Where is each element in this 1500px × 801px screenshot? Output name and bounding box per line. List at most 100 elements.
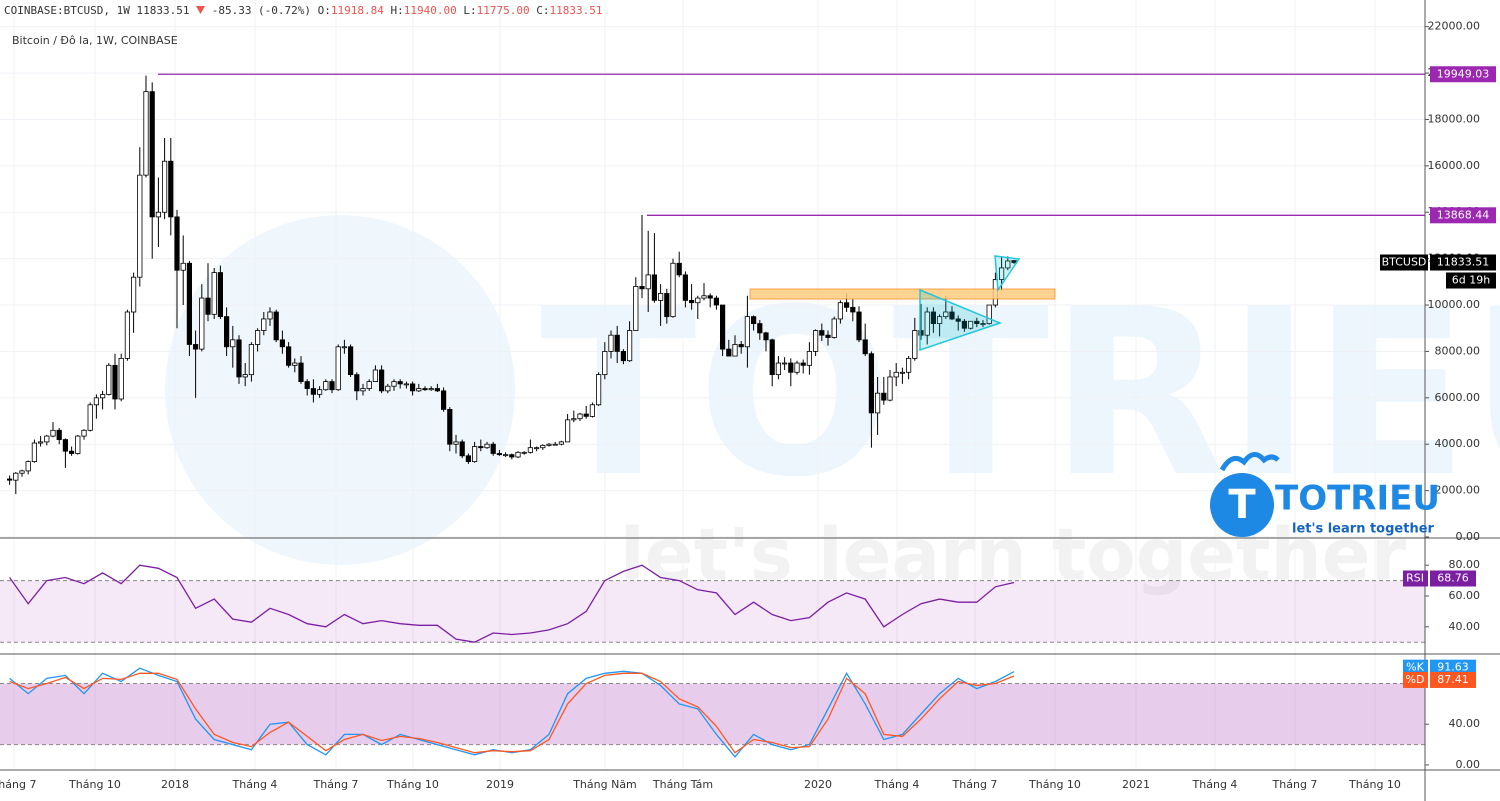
candle-body [763,332,769,341]
indicator-line [9,672,1015,754]
candle-body [56,429,62,440]
price-badge-label: 19949.03 [1437,67,1490,80]
candle-body [93,397,99,406]
candle-body [50,429,56,437]
candle-body [502,454,509,457]
candle-body [589,404,596,417]
candle-body [881,392,887,401]
candle-body [682,274,689,301]
y-tick-label: 0.00 [1456,530,1481,543]
candle-body [38,441,44,444]
candle-body [999,267,1005,280]
indicator-value: 91.63 [1437,661,1469,674]
x-tick-label: Tháng 4 [1192,778,1238,791]
ohlc-key: H: [390,4,404,17]
candle-body [360,388,366,392]
candle-body [416,388,422,392]
candle-body [409,383,416,392]
candle-body [639,286,645,290]
candle-body [69,450,75,454]
candle-body [7,478,13,481]
candle-body [100,394,106,399]
logo: T TOTRIEU let's learn together [1210,452,1440,537]
candle-body [930,311,937,324]
logo-circle [1210,473,1274,537]
candle-body [130,276,137,313]
candle-body [199,297,205,350]
candle-body [428,388,434,391]
x-tick-label: Tháng 4 [874,778,920,791]
candle-body [713,297,720,306]
candle-body [1005,260,1011,269]
candle-body [230,339,236,348]
candle-body [906,357,912,373]
candle-body [720,304,726,350]
candle-body [434,388,441,392]
x-tick-label: Tháng 10 [1348,778,1401,791]
candle-body [13,472,19,481]
candle-body [924,311,930,336]
indicator-band [0,580,1425,643]
candle-body [986,304,992,324]
triangle-pattern [919,288,1003,352]
candle-body [223,316,230,348]
y-tick-label: 22000.00 [1428,20,1481,33]
indicator-line [9,667,1015,758]
y-tick-label: 40.00 [1449,620,1481,633]
x-tick-label: 2019 [486,778,514,791]
y-tick-label: 10000.00 [1428,298,1481,311]
symbol: COINBASE:BTCUSD, 1W [4,4,130,17]
candle-body [236,339,242,378]
candle-body [19,470,25,474]
last-price: 11833.51 [136,4,190,17]
candle-body [267,311,273,320]
x-tick-label: Tháng 7 [313,778,359,791]
candle-body [887,376,893,401]
logo-tagline: let's learn together [1292,522,1435,537]
candle-body [465,455,472,463]
candle-body [118,357,124,400]
candle-body [143,91,149,176]
candle-body [620,351,627,362]
countdown: 6d 19h [1452,274,1490,287]
logo-t: T [1228,482,1256,528]
candle-body [943,311,949,318]
y-tick-label: 4000.00 [1435,437,1481,450]
y-tick-label: 2000.00 [1435,484,1481,497]
price-badge [1430,207,1496,224]
candle-body [527,447,534,453]
candle-body [242,374,248,378]
candle-body [168,160,174,218]
candle-body [25,461,31,472]
candle-body [633,286,639,331]
candle-body [478,446,484,449]
countdown-badge [1446,272,1496,289]
candle-body [862,339,868,355]
candle-body [769,339,775,376]
last-price-badge [1430,254,1496,271]
candle-body [899,371,906,374]
candle-body [645,274,651,290]
candle-body [794,362,800,373]
ohlc: O:11918.84 H:11940.00 L:11775.00 C:11833… [318,4,603,17]
candle-body [540,444,546,449]
candle-body [335,346,341,391]
indicator-line [9,564,1015,643]
candle-body [496,453,503,456]
plot [0,0,1425,769]
indicator-name: %D [1406,673,1425,686]
x-tick-label: Tháng 4 [232,778,278,791]
last-name: BTCUSD [1382,256,1427,269]
candle-body [174,216,180,271]
x-tick-label: Tháng 10 [1028,778,1081,791]
y-tick-label: 6000.00 [1435,391,1481,404]
candle-body [707,295,713,299]
candle-body [378,369,385,392]
candle-body [664,293,670,318]
candle-body [347,346,354,376]
candle-body [806,351,813,366]
ohlc-value: 11775.00 [476,4,530,17]
candle-body [825,334,831,338]
candle-body [918,330,924,336]
